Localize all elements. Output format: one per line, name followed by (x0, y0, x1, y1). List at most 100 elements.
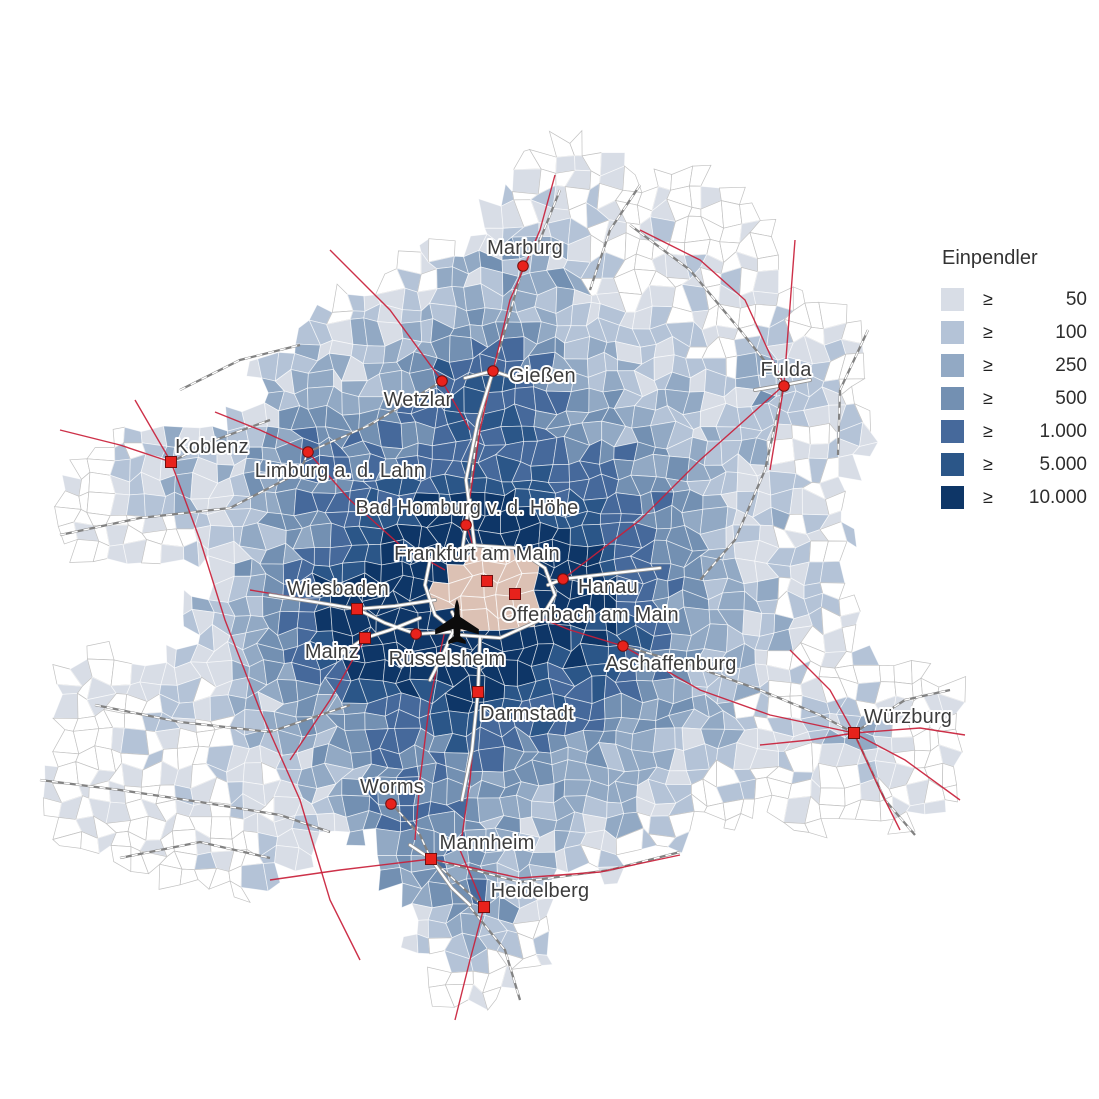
municipality-cell (52, 692, 79, 720)
municipality-cell (622, 165, 643, 194)
motorway-line (214, 411, 446, 571)
municipality-cell (110, 659, 133, 687)
city-marker-square-heidelberg (478, 901, 490, 913)
railway-dashes (59, 451, 309, 536)
city-label-bad-homburg-v-d-h-he: Bad Homburg v. d. Höhe (355, 497, 578, 519)
city-label-wiesbaden: Wiesbaden (287, 578, 389, 600)
legend-swatch (941, 387, 964, 410)
railway-line (469, 906, 522, 1001)
legend-row: ≥250 (941, 349, 1087, 382)
railway-dashes (94, 704, 351, 733)
city-marker-circle-r-sselsheim (410, 628, 422, 640)
greater-equal-symbol: ≥ (983, 388, 993, 408)
main-road (464, 369, 495, 550)
railway-dashes (853, 689, 951, 734)
motorway-line (562, 384, 785, 580)
municipality-cell (808, 443, 830, 460)
railway-dashes (430, 851, 681, 883)
railway-line (491, 265, 525, 372)
legend-row: ≥50 (941, 283, 1087, 316)
legend-value: 100 (1055, 321, 1087, 343)
greater-equal-symbol: ≥ (983, 355, 993, 375)
city-label-wetzlar: Wetzlar (384, 389, 453, 411)
city-marker-circle-gie-en (487, 365, 499, 377)
municipality-mesh (42, 129, 967, 1011)
legend-value: 5.000 (1039, 453, 1087, 475)
municipality-cell (725, 355, 738, 380)
main-road (408, 843, 472, 907)
municipality-cell (436, 266, 453, 290)
municipality-cell (942, 762, 957, 789)
legend-value: 250 (1055, 354, 1087, 376)
railway-dashes (179, 344, 301, 391)
municipality-cell (478, 746, 506, 773)
municipality-cell (736, 472, 760, 493)
municipality-cell (840, 520, 858, 549)
city-label-worms: Worms (360, 776, 424, 798)
city-label-aschaffenburg: Aschaffenburg (605, 653, 736, 675)
municipality-cell (262, 862, 281, 892)
municipality-cell (482, 986, 502, 1011)
municipality-cell (852, 664, 882, 684)
motorway-line (269, 854, 681, 881)
city-marker-square-offenbach-am-main (509, 588, 521, 600)
city-marker-circle-hanau (557, 573, 569, 585)
motorway-line (329, 249, 471, 431)
municipality-cell (717, 590, 746, 611)
city-marker-circle-wetzlar (436, 375, 448, 387)
city-marker-circle-bad-homburg-v-d-h-he (460, 519, 472, 531)
legend-value: 10.000 (1028, 486, 1087, 508)
legend-value: 500 (1055, 387, 1087, 409)
legend-swatch (941, 288, 964, 311)
motorway-line (639, 229, 785, 386)
railway-dashes (119, 841, 271, 859)
municipality-cell (920, 677, 940, 695)
municipality-cell (684, 238, 711, 256)
city-label-marburg: Marburg (487, 237, 563, 259)
municipality-cell (649, 284, 676, 308)
municipality-cell (804, 818, 828, 839)
municipality-cell (343, 712, 366, 731)
railway-dashes (307, 380, 443, 453)
city-marker-circle-fulda (778, 380, 790, 392)
railway-dashes (39, 779, 331, 833)
railway-dashes (622, 645, 855, 734)
municipality-cell (123, 426, 143, 444)
city-label-gie-en: Gießen (509, 365, 576, 387)
legend-swatch (941, 321, 964, 344)
municipality-cell (242, 762, 264, 786)
railway-dashes (629, 224, 785, 386)
city-label-hanau: Hanau (578, 576, 638, 598)
municipality-cell (923, 799, 947, 815)
city-label-darmstadt: Darmstadt (480, 703, 574, 725)
municipality-cell (819, 560, 846, 584)
city-label-mainz: Mainz (305, 641, 359, 663)
greater-equal-symbol: ≥ (983, 421, 993, 441)
municipality-cell (460, 595, 488, 611)
main-road (355, 607, 452, 636)
municipality-cell (120, 727, 150, 756)
municipality-cell (362, 345, 386, 364)
city-labels: Marburg Gießen Wetzlar Fulda Koblenz Limburg … (173, 235, 954, 904)
airplane-icon (435, 599, 479, 644)
motorway-line (134, 399, 361, 961)
municipality-cell (759, 613, 776, 637)
legend-swatch (941, 354, 964, 377)
city-label-fulda: Fulda (760, 359, 812, 381)
municipality-cell (752, 269, 780, 295)
municipality-cell (838, 453, 863, 482)
municipality-cell (158, 863, 183, 890)
municipality-cell (742, 609, 763, 637)
main-road (423, 543, 557, 640)
legend-row: ≥1.000 (941, 415, 1087, 448)
municipality-cell (378, 867, 403, 892)
city-label-limburg-a-d-lahn: Limburg a. d. Lahn (255, 460, 425, 482)
legend-swatch (941, 486, 964, 509)
city-label-frankfurt-am-main: Frankfurt am Main (394, 543, 560, 565)
municipality-cell (400, 933, 419, 954)
municipality-cell (376, 419, 403, 450)
municipality-cell (818, 787, 846, 807)
greater-equal-symbol: ≥ (983, 454, 993, 474)
municipality-cell (735, 352, 759, 380)
